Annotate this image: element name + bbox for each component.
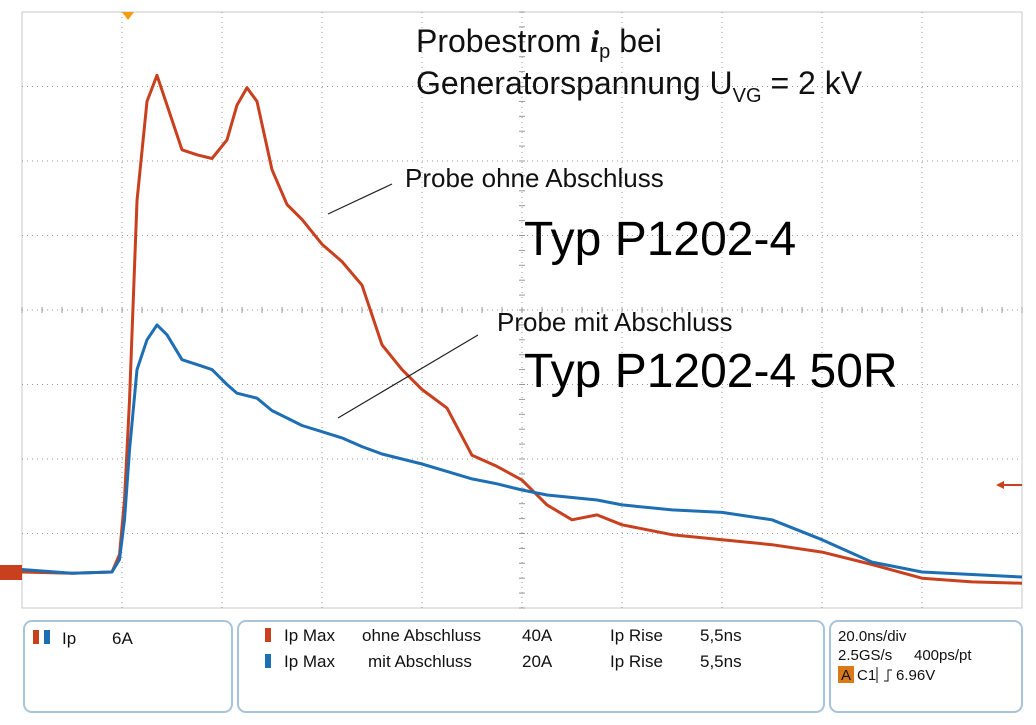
title-symbol: i <box>590 23 599 59</box>
trace <box>21 323 1023 579</box>
sample-rate: 2.5GS/s <box>838 647 892 664</box>
trigger-edge-icon <box>876 667 892 683</box>
measurement-field: Ip Max <box>284 652 336 671</box>
measurement-field: 5,5ns <box>700 652 742 671</box>
annotation: Typ P1202-4 50R <box>524 345 898 398</box>
title-text: = 2 kV <box>770 65 862 101</box>
channel-swatch <box>44 630 50 644</box>
title-text: Generatorspannung U <box>416 65 733 101</box>
trigger-level: 6.96V <box>896 667 935 684</box>
measurement-field: mit Abschluss <box>368 652 472 671</box>
title-subscript: VG <box>733 85 762 107</box>
measurement-field: ohne Abschluss <box>362 626 481 645</box>
title-line: Generatorspannung UVG = 2 kV <box>416 65 863 109</box>
measurement-field: Ip Rise <box>610 626 663 645</box>
measurements: Ip Max ohne Abschluss 40A Ip Rise 5,5ns Ip Ma… <box>265 626 742 671</box>
channel-swatch <box>33 630 39 644</box>
measurement-field: 20A <box>522 652 553 671</box>
annotation: Typ P1202-4 <box>524 213 796 266</box>
measurement-field: Ip Max <box>284 626 336 645</box>
measurement-field: Ip Rise <box>610 652 663 671</box>
status-panel <box>829 620 1023 713</box>
measurement-field: 40A <box>522 626 553 645</box>
grid <box>21 11 1023 609</box>
measurement-swatch <box>265 654 271 668</box>
trigger-mode: A <box>841 667 851 684</box>
status-panel <box>237 620 825 713</box>
annotation: Probe ohne Abschluss <box>405 163 664 193</box>
trigger-position-marker <box>122 12 134 20</box>
channel-name: Ip <box>62 629 76 648</box>
trace <box>21 73 1023 585</box>
leader-line <box>327 183 393 215</box>
measurement-field: 5,5ns <box>700 626 742 645</box>
leader-line <box>337 334 479 419</box>
trigger-source: C1 <box>857 667 876 684</box>
timebase: 20.0ns/div <box>838 628 907 645</box>
measurement-swatch <box>265 628 271 642</box>
status-panel <box>23 620 233 713</box>
traces <box>21 73 1023 585</box>
title-text: Probestrom <box>416 23 581 59</box>
trigger-level-marker <box>996 481 1004 489</box>
title-subscript: p <box>599 41 610 63</box>
title-text: bei <box>619 23 662 59</box>
title-line: Probestrom ip bei <box>416 23 662 65</box>
annotation: Probe mit Abschluss <box>497 307 733 337</box>
channel-scale: 6A <box>112 629 133 648</box>
trigger-mode-box <box>838 666 854 683</box>
resolution: 400ps/pt <box>914 647 972 664</box>
channel-ground-marker <box>0 565 22 580</box>
